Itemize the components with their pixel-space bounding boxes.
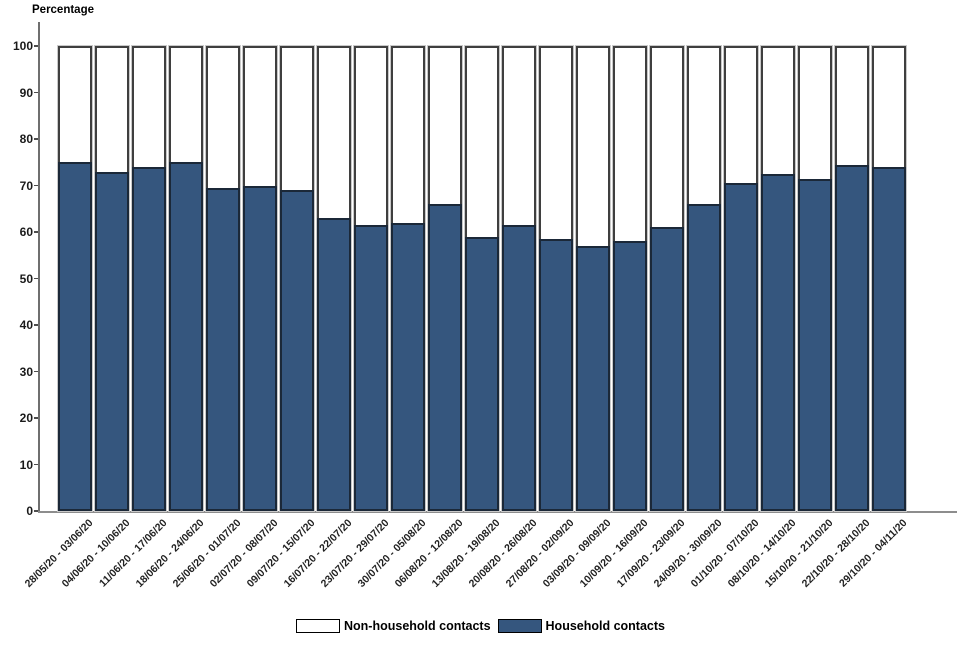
- bar-nonhousehold-segment: [317, 46, 351, 511]
- bar-nonhousehold-segment: [391, 46, 425, 511]
- bar-household-segment: [354, 225, 388, 511]
- bar-household-segment: [761, 173, 795, 511]
- legend: Non-household contacts Household contacts: [296, 619, 672, 633]
- bar-nonhousehold-segment: [835, 46, 869, 511]
- bar-household-segment: [280, 190, 314, 511]
- y-tick-mark: [33, 463, 38, 466]
- bar-household-segment: [428, 204, 462, 511]
- legend-label: Non-household contacts: [344, 619, 491, 633]
- bar-nonhousehold-segment: [724, 46, 758, 511]
- y-tick-label: 90: [19, 85, 33, 100]
- bar-household-segment: [502, 225, 536, 511]
- bar-household-segment: [576, 245, 610, 511]
- y-tick-label: 50: [19, 271, 33, 286]
- bar-nonhousehold-segment: [798, 46, 832, 511]
- y-tick-mark: [33, 510, 38, 512]
- y-axis-title: Percentage: [32, 4, 95, 16]
- bar-nonhousehold-segment: [280, 46, 314, 511]
- bar-nonhousehold-segment: [576, 46, 610, 511]
- bar-nonhousehold-segment: [428, 46, 462, 511]
- y-tick-label: 80: [19, 132, 33, 146]
- bar-nonhousehold-segment: [502, 46, 536, 511]
- y-tick-label: 60: [19, 225, 33, 239]
- bar-nonhousehold-segment: [243, 46, 277, 511]
- bar-household-segment: [872, 166, 906, 511]
- bar-household-segment: [724, 183, 758, 511]
- y-tick-mark: [33, 277, 38, 280]
- bar-nonhousehold-segment: [354, 46, 388, 511]
- y-tick-label: 20: [19, 411, 33, 425]
- bar-nonhousehold-segment: [132, 46, 166, 511]
- y-tick-mark: [33, 370, 38, 373]
- bar-household-segment: [391, 222, 425, 511]
- bar-household-segment: [539, 238, 573, 511]
- bar-household-segment: [169, 162, 203, 511]
- bar-nonhousehold-segment: [650, 46, 684, 511]
- y-tick-mark: [33, 184, 38, 187]
- bar-household-segment: [206, 187, 240, 511]
- y-tick-label: 0: [26, 504, 33, 518]
- bar-nonhousehold-segment: [169, 46, 203, 511]
- bar-nonhousehold-segment: [465, 46, 499, 511]
- x-axis-line: [38, 511, 957, 513]
- bar-nonhousehold-segment: [539, 46, 573, 511]
- bar-household-segment: [132, 166, 166, 511]
- y-tick-mark: [33, 231, 38, 233]
- bar-nonhousehold-segment: [206, 46, 240, 511]
- y-tick-mark: [33, 417, 38, 419]
- bar-household-segment: [835, 164, 869, 511]
- bar-household-segment: [687, 204, 721, 511]
- bar-nonhousehold-segment: [95, 46, 129, 511]
- bar-nonhousehold-segment: [761, 46, 795, 511]
- bar-household-segment: [243, 185, 277, 511]
- legend-label: Household contacts: [545, 619, 665, 633]
- y-tick-label: 10: [19, 457, 33, 472]
- y-tick-mark: [33, 91, 38, 94]
- y-tick-label: 70: [19, 178, 33, 193]
- bar-household-segment: [465, 236, 499, 511]
- y-tick-label: 100: [12, 39, 33, 53]
- bar-household-segment: [798, 178, 832, 511]
- y-tick-mark: [33, 324, 38, 326]
- bar-household-segment: [613, 241, 647, 511]
- y-tick-label: 40: [19, 318, 33, 332]
- legend-swatch-nonhousehold: [296, 619, 340, 633]
- y-axis-line: [38, 22, 40, 512]
- y-tick-mark: [33, 138, 38, 140]
- bar-household-segment: [317, 218, 351, 511]
- bar-household-segment: [95, 171, 129, 511]
- bar-nonhousehold-segment: [613, 46, 647, 511]
- bar-nonhousehold-segment: [58, 46, 92, 511]
- bar-nonhousehold-segment: [872, 46, 906, 511]
- bar-household-segment: [650, 227, 684, 511]
- y-tick-label: 30: [19, 364, 33, 379]
- bar-household-segment: [58, 162, 92, 511]
- y-tick-mark: [33, 45, 38, 47]
- legend-swatch-household: [497, 619, 542, 633]
- bar-nonhousehold-segment: [687, 46, 721, 511]
